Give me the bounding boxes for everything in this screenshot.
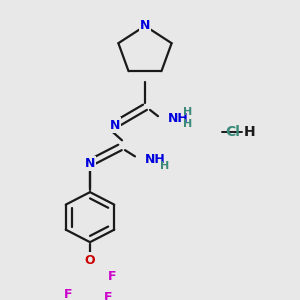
Text: H: H: [183, 119, 193, 129]
Text: H: H: [160, 161, 169, 171]
Text: N: N: [85, 157, 95, 170]
Text: NH: NH: [168, 112, 189, 125]
Text: F: F: [108, 270, 116, 283]
Text: F: F: [104, 291, 112, 300]
Text: H: H: [183, 107, 193, 117]
Text: F: F: [64, 287, 72, 300]
Text: N: N: [140, 20, 150, 32]
Text: O: O: [85, 254, 95, 266]
Text: NH: NH: [145, 153, 166, 166]
Text: H: H: [244, 125, 256, 139]
Text: Cl: Cl: [225, 125, 240, 139]
Text: N: N: [110, 118, 120, 132]
